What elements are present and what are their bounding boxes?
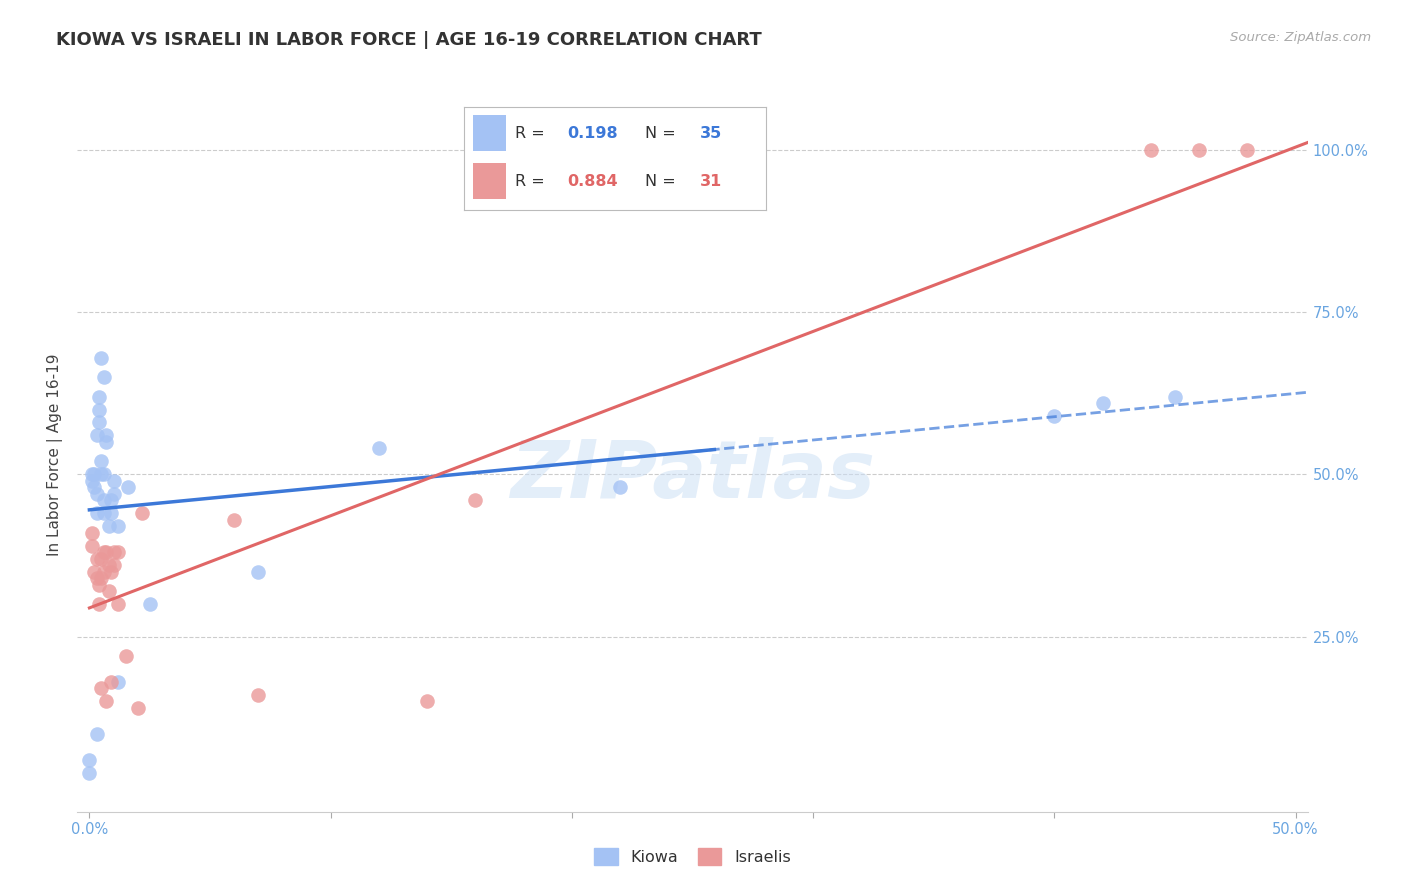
Point — [100, 675, 122, 690]
Point — [224, 513, 246, 527]
Point — [93, 370, 115, 384]
Text: N =: N = — [645, 174, 682, 189]
Point — [93, 506, 115, 520]
Point — [114, 648, 136, 663]
Point — [79, 753, 101, 767]
Point — [87, 402, 110, 417]
Point — [103, 558, 125, 573]
Point — [1188, 143, 1211, 157]
Point — [96, 434, 118, 449]
Point — [87, 390, 110, 404]
Text: R =: R = — [516, 174, 550, 189]
Point — [107, 597, 129, 611]
Point — [83, 480, 105, 494]
Point — [83, 467, 105, 482]
Point — [80, 467, 103, 482]
Point — [247, 688, 270, 702]
Point — [90, 467, 112, 482]
Point — [93, 467, 115, 482]
Point — [86, 428, 108, 442]
Bar — [472, 115, 506, 151]
Point — [93, 545, 115, 559]
Point — [416, 694, 439, 708]
Text: KIOWA VS ISRAELI IN LABOR FORCE | AGE 16-19 CORRELATION CHART: KIOWA VS ISRAELI IN LABOR FORCE | AGE 16… — [56, 31, 762, 49]
Text: 35: 35 — [700, 126, 723, 141]
Point — [97, 584, 120, 599]
Legend: Kiowa, Israelis: Kiowa, Israelis — [588, 841, 797, 871]
Text: 0.884: 0.884 — [567, 174, 617, 189]
Point — [93, 493, 115, 508]
Point — [117, 480, 139, 494]
Point — [86, 551, 108, 566]
Point — [96, 428, 118, 442]
Point — [86, 571, 108, 585]
Point — [103, 487, 125, 501]
Text: 31: 31 — [700, 174, 723, 189]
Point — [107, 675, 129, 690]
Point — [87, 577, 110, 591]
Text: ZIPatlas: ZIPatlas — [510, 437, 875, 516]
Point — [79, 765, 101, 780]
Point — [100, 493, 122, 508]
Point — [1139, 143, 1161, 157]
Point — [80, 525, 103, 540]
Point — [87, 597, 110, 611]
Point — [1043, 409, 1066, 423]
Point — [86, 727, 108, 741]
Point — [107, 519, 129, 533]
Point — [1091, 396, 1114, 410]
Text: Source: ZipAtlas.com: Source: ZipAtlas.com — [1230, 31, 1371, 45]
Text: 0.198: 0.198 — [567, 126, 617, 141]
Point — [80, 539, 103, 553]
Point — [100, 565, 122, 579]
Point — [96, 694, 118, 708]
Point — [464, 493, 486, 508]
Point — [90, 454, 112, 468]
Point — [86, 506, 108, 520]
Point — [90, 351, 112, 365]
Point — [367, 442, 389, 456]
Point — [97, 519, 120, 533]
Point — [100, 506, 122, 520]
Point — [138, 597, 160, 611]
Point — [97, 558, 120, 573]
Point — [107, 545, 129, 559]
Point — [83, 565, 105, 579]
Point — [87, 416, 110, 430]
Point — [247, 565, 270, 579]
Point — [103, 474, 125, 488]
Point — [86, 487, 108, 501]
Point — [90, 571, 112, 585]
Point — [90, 681, 112, 696]
Point — [131, 506, 153, 520]
Text: R =: R = — [516, 126, 550, 141]
Point — [80, 474, 103, 488]
Point — [96, 545, 118, 559]
Point — [93, 565, 115, 579]
Y-axis label: In Labor Force | Age 16-19: In Labor Force | Age 16-19 — [48, 353, 63, 557]
Point — [103, 545, 125, 559]
Point — [1236, 143, 1258, 157]
Point — [1164, 390, 1187, 404]
Text: N =: N = — [645, 126, 682, 141]
Point — [127, 701, 149, 715]
Point — [90, 551, 112, 566]
Point — [609, 480, 631, 494]
Bar — [472, 163, 506, 199]
